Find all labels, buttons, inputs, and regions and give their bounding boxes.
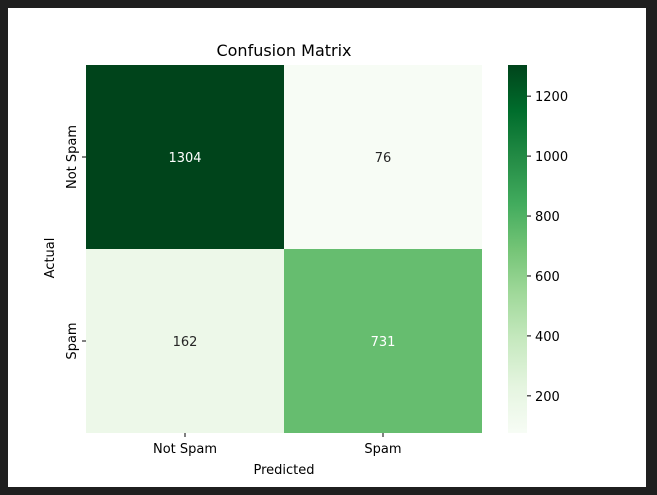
cell-value-label: 162 <box>173 335 198 350</box>
heatmap-cell <box>284 249 482 433</box>
y-axis-label: Actual <box>43 238 58 279</box>
figure-canvas: Confusion Matrix 1304 76 162 731 Not Spam Sp… <box>8 8 646 487</box>
colorbar-ticks: 200 400 600 800 1000 1200 <box>527 90 568 405</box>
colorbar-tick-label: 1000 <box>535 150 568 165</box>
colorbar-tick-label: 800 <box>535 210 560 225</box>
y-tick-label: Not Spam <box>65 125 80 189</box>
colorbar-tick-label: 1200 <box>535 90 568 105</box>
heatmap-cells: 1304 76 162 731 <box>86 65 482 433</box>
heatmap-cell <box>284 65 482 249</box>
y-tick-label: Spam <box>65 322 80 359</box>
colorbar-tick-label: 400 <box>535 330 560 345</box>
confusion-matrix-chart: Confusion Matrix 1304 76 162 731 Not Spam Sp… <box>43 41 568 478</box>
x-tick-label: Not Spam <box>153 442 217 457</box>
heatmap-cell <box>86 249 284 433</box>
cell-value-label: 731 <box>371 335 396 350</box>
x-tick-label: Spam <box>364 442 401 457</box>
colorbar <box>508 65 527 433</box>
colorbar-tick-label: 200 <box>535 390 560 405</box>
cell-value-label: 76 <box>375 151 392 166</box>
heatmap-cell <box>86 65 284 249</box>
y-axis-ticks: Not Spam Spam <box>65 125 86 360</box>
x-axis-label: Predicted <box>253 463 314 478</box>
chart-title: Confusion Matrix <box>216 41 351 60</box>
x-axis-ticks: Not Spam Spam <box>153 433 402 457</box>
colorbar-tick-label: 600 <box>535 270 560 285</box>
cell-value-label: 1304 <box>168 151 201 166</box>
